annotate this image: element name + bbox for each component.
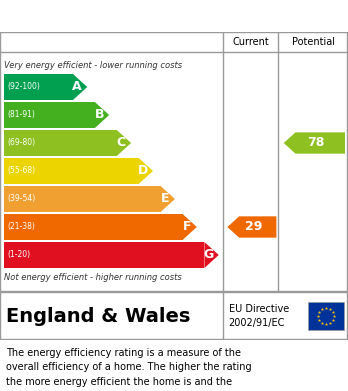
Text: 78: 78 [307,136,325,149]
Polygon shape [227,216,276,238]
Polygon shape [73,74,87,100]
Text: (69-80): (69-80) [7,138,35,147]
Text: C: C [117,136,126,149]
Bar [4,74,73,100]
Polygon shape [160,186,175,212]
Bar [4,130,117,156]
Bar [4,158,139,184]
Bar [4,242,204,268]
Text: A: A [72,81,82,93]
Polygon shape [182,214,197,240]
Text: Not energy efficient - higher running costs: Not energy efficient - higher running co… [4,273,182,283]
Polygon shape [139,158,153,184]
Polygon shape [284,132,345,154]
Polygon shape [204,242,219,268]
Text: Energy Efficiency Rating: Energy Efficiency Rating [6,9,216,23]
Text: (55-68): (55-68) [7,167,35,176]
Text: (92-100): (92-100) [7,83,40,91]
Text: B: B [94,108,104,122]
Bar [4,102,95,128]
Polygon shape [117,130,131,156]
Text: (81-91): (81-91) [7,111,35,120]
Bar [4,214,182,240]
Text: (39-54): (39-54) [7,194,35,203]
Text: G: G [204,249,214,262]
Text: England & Wales: England & Wales [6,307,190,325]
Text: The energy efficiency rating is a measure of the
overall efficiency of a home. T: The energy efficiency rating is a measur… [6,348,252,391]
Text: (21-38): (21-38) [7,222,35,231]
Text: D: D [138,165,148,178]
Text: E: E [161,192,169,206]
Bar [4,186,160,212]
Text: F: F [183,221,191,233]
Text: EU Directive: EU Directive [229,304,289,314]
Text: Current: Current [232,37,269,47]
Polygon shape [95,102,109,128]
Text: 2002/91/EC: 2002/91/EC [229,318,285,328]
Text: (1-20): (1-20) [7,251,30,260]
Text: Potential: Potential [292,37,335,47]
Text: 29: 29 [245,221,262,233]
Bar [308,302,344,330]
Text: Very energy efficient - lower running costs: Very energy efficient - lower running co… [4,61,182,70]
